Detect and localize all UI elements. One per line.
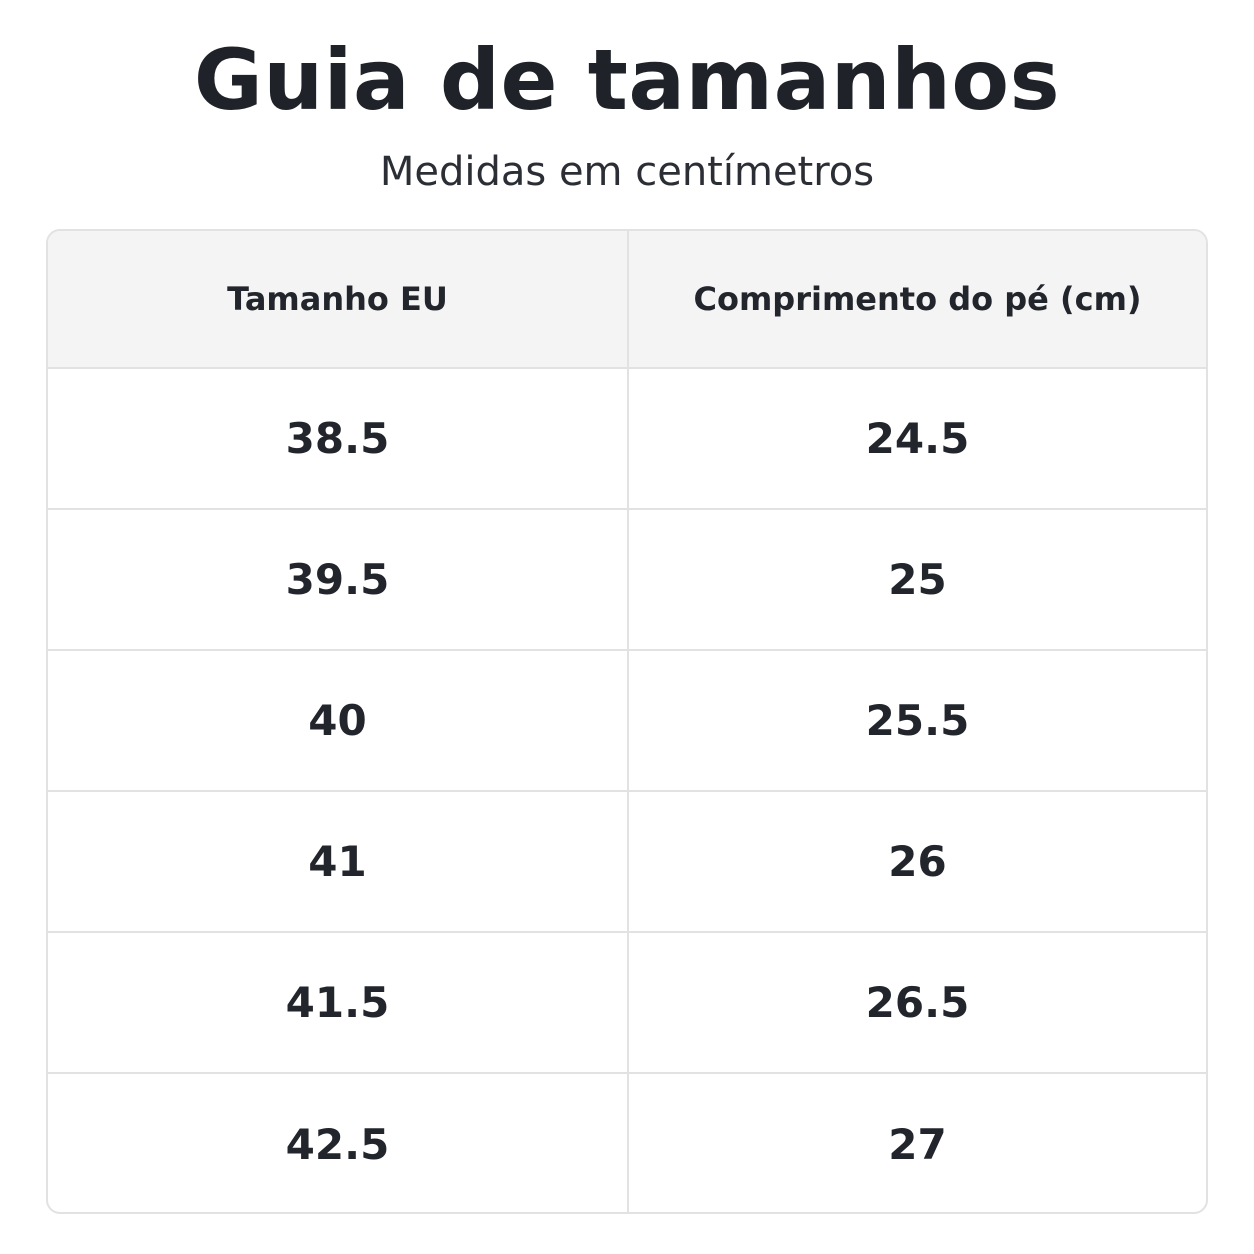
table-row: 41.5 26.5 [48, 932, 1206, 1074]
table-row: 41 26 [48, 791, 1206, 933]
cell-eu-size: 41.5 [48, 932, 629, 1074]
page-subtitle: Medidas em centímetros [379, 149, 875, 195]
cell-eu-size: 38.5 [48, 368, 629, 510]
cell-foot-length: 26 [628, 791, 1206, 933]
cell-eu-size: 40 [48, 650, 629, 792]
page-title: Guia de tamanhos [193, 31, 1061, 129]
cell-foot-length: 24.5 [628, 368, 1206, 510]
cell-foot-length: 25 [628, 509, 1206, 651]
header-eu-size: Tamanho EU [48, 231, 629, 369]
cell-eu-size: 39.5 [48, 509, 629, 651]
cell-eu-size: 42.5 [48, 1073, 629, 1212]
table-row: 40 25.5 [48, 650, 1206, 792]
table-header-row: Tamanho EU Comprimento do pé (cm) [48, 231, 1206, 369]
cell-eu-size: 41 [48, 791, 629, 933]
table-row: 39.5 25 [48, 509, 1206, 651]
cell-foot-length: 25.5 [628, 650, 1206, 792]
size-chart-table: Tamanho EU Comprimento do pé (cm) 38.5 2… [48, 231, 1206, 1212]
header-foot-length: Comprimento do pé (cm) [628, 231, 1206, 369]
table-row: 38.5 24.5 [48, 368, 1206, 510]
size-chart-table-container: Tamanho EU Comprimento do pé (cm) 38.5 2… [46, 229, 1208, 1214]
table-row: 42.5 27 [48, 1073, 1206, 1212]
cell-foot-length: 27 [888, 1119, 947, 1169]
cell-foot-length: 26.5 [628, 932, 1206, 1074]
